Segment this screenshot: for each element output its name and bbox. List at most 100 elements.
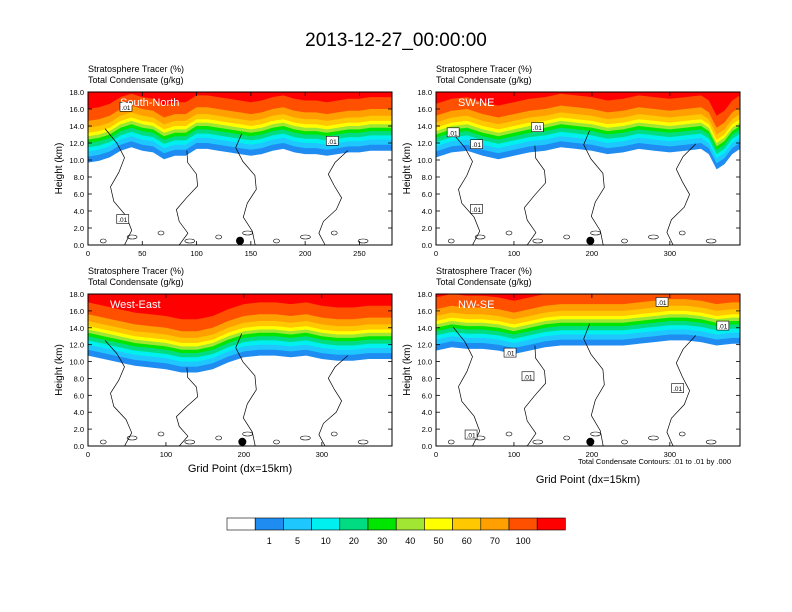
panel-west-east: West-East 0.0 2.0 4.0 6.0 8.0 10.0 12.0 14.0 16.0… <box>54 266 393 475</box>
panel-sw-ne: .01 .01 .01 .01 SW-NE 0.0 2.0 4.0 6.0 8.0 10.0 12.0… <box>402 64 741 258</box>
contour-label: .01 <box>655 297 669 307</box>
contour-cell <box>126 234 138 240</box>
contour-cell <box>678 431 686 437</box>
colorbar-label: 50 <box>433 536 443 546</box>
colorbar-label: 30 <box>377 536 387 546</box>
contour-line <box>104 128 133 245</box>
contour-cell <box>157 431 165 437</box>
contour-label-text: .01 <box>472 142 481 149</box>
cross-section-label: South-North <box>120 97 179 109</box>
contour-cell <box>447 238 455 244</box>
colorbar-label: 20 <box>349 536 359 546</box>
contour-cell <box>99 439 107 445</box>
contour-label: .01 <box>464 429 478 440</box>
y-tick-label: 12.0 <box>417 139 432 148</box>
y-tick-label: 6.0 <box>74 190 84 199</box>
colorbar-label: 70 <box>490 536 500 546</box>
contour-cell <box>300 234 311 240</box>
contour-cell <box>273 238 280 244</box>
contour-label: .01 <box>521 371 535 381</box>
y-axis-label: Height (km) <box>54 143 65 195</box>
colorbar-swatch <box>283 517 312 531</box>
contour-label-text: .01 <box>658 300 667 307</box>
y-tick-label: 18.0 <box>69 88 84 97</box>
colorbar-swatch <box>339 517 369 531</box>
contour-line <box>452 326 481 446</box>
colorbar-swatch <box>367 517 397 531</box>
contour-cell <box>678 230 686 236</box>
y-tick-label: 0.0 <box>422 442 432 451</box>
condensate-contours <box>99 333 369 446</box>
contour-label-text: .01 <box>523 374 532 381</box>
y-tick-label: 0.0 <box>422 241 432 250</box>
colorbar-swatch <box>452 517 482 531</box>
x-tick-label: 200 <box>586 249 599 258</box>
x-tick-label: 100 <box>190 249 203 258</box>
x-tick-label: 300 <box>664 450 677 459</box>
x-tick-label: 0 <box>86 450 90 459</box>
contour-line <box>318 355 349 446</box>
colorbar-label: 1 <box>267 536 272 546</box>
contour-cell <box>242 431 253 437</box>
tracer-field <box>88 294 392 446</box>
y-tick-label: 2.0 <box>422 224 432 233</box>
y-tick-label: 4.0 <box>422 207 432 216</box>
y-axis-label: Height (km) <box>402 143 413 195</box>
contour-cell <box>215 234 222 240</box>
x-tick-label: 200 <box>238 450 251 459</box>
plot-frame <box>435 91 741 246</box>
contour-cell <box>648 234 659 240</box>
condensate-contours <box>99 128 369 245</box>
panel-title-field: Stratosphere Tracer (%) <box>436 266 532 276</box>
panel-title-field: Stratosphere Tracer (%) <box>436 64 532 74</box>
contour-cell <box>532 238 544 244</box>
y-tick-label: 4.0 <box>74 408 84 417</box>
y-tick-label: 10.0 <box>417 358 432 367</box>
y-tick-label: 10.0 <box>69 358 84 367</box>
x-tick-label: 100 <box>508 450 521 459</box>
y-tick-label: 6.0 <box>422 190 432 199</box>
y-tick-label: 0.0 <box>74 241 84 250</box>
contour-line <box>235 333 257 446</box>
contour-label: .01 <box>503 347 517 358</box>
y-tick-label: 8.0 <box>422 173 432 182</box>
location-marker <box>236 236 244 245</box>
x-axis-label: Grid Point (dx=15km) <box>536 474 640 486</box>
contour-line <box>452 133 481 245</box>
contour-label-text: .01 <box>506 351 515 358</box>
contour-cell <box>126 435 138 441</box>
cross-section-label: SW-NE <box>458 97 494 109</box>
contour-cell <box>705 238 717 244</box>
location-marker <box>586 437 595 446</box>
contour-label-text: .01 <box>533 125 542 132</box>
tracer-band <box>88 92 392 109</box>
y-tick-label: 12.0 <box>69 139 84 148</box>
y-tick-label: 0.0 <box>74 442 84 451</box>
contour-cell <box>157 230 165 236</box>
condensate-contours <box>447 130 717 245</box>
y-tick-label: 8.0 <box>422 374 432 383</box>
y-tick-label: 14.0 <box>417 122 432 131</box>
contour-label: .01 <box>671 383 684 393</box>
tracer-band <box>436 294 740 301</box>
plot-frame <box>87 293 393 447</box>
contour-cell <box>273 439 280 445</box>
y-axis-label: Height (km) <box>402 344 413 396</box>
contour-cell <box>505 431 513 437</box>
contour-cell <box>447 439 455 445</box>
contour-label-text: .01 <box>118 217 127 224</box>
panel-title-contour: Total Condensate (g/kg) <box>436 75 532 85</box>
contour-label: .01 <box>446 127 460 137</box>
contour-cell <box>215 435 222 441</box>
panel-title-contour: Total Condensate (g/kg) <box>88 75 184 85</box>
panel-title-field: Stratosphere Tracer (%) <box>88 266 184 276</box>
y-tick-label: 10.0 <box>69 156 84 165</box>
contour-label: .01 <box>470 139 483 149</box>
x-tick-label: 0 <box>434 450 438 459</box>
contour-cell <box>590 230 601 236</box>
y-tick-label: 6.0 <box>422 391 432 400</box>
colorbar-label: 10 <box>321 536 331 546</box>
location-marker <box>238 437 247 446</box>
panel-title-field: Stratosphere Tracer (%) <box>88 64 184 74</box>
